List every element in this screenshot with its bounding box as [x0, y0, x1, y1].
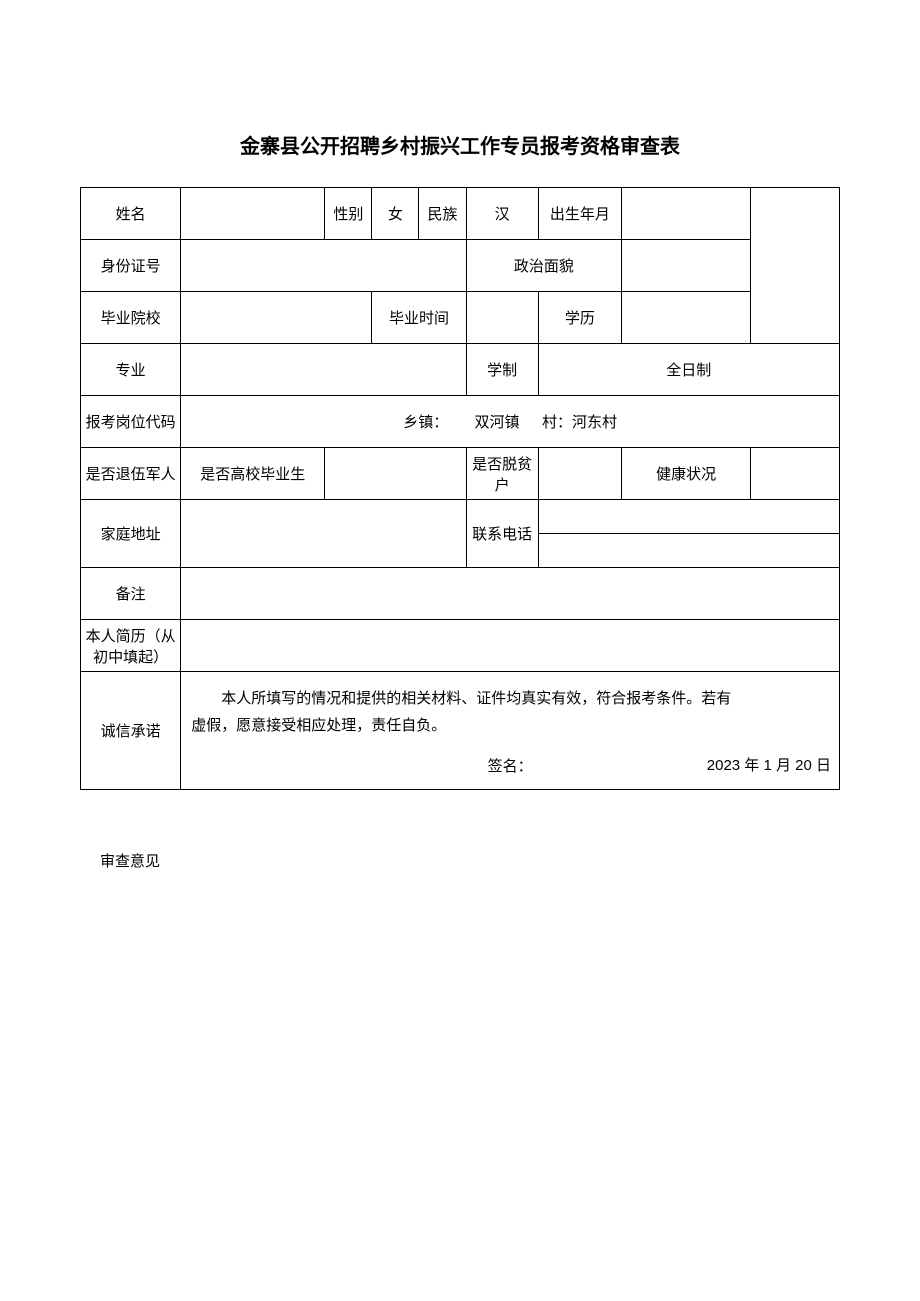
value-id-no	[181, 240, 466, 292]
pledge-content: 本人所填写的情况和提供的相关材料、证件均真实有效，符合报考条件。若有 虚假，愿意…	[181, 672, 840, 790]
label-pledge: 诚信承诺	[81, 672, 181, 790]
application-form-table: 姓名 性别 女 民族 汉 出生年月 身份证号 政治面貌 毕业院校 毕业时间 学历	[80, 187, 840, 790]
value-schooling-system: 全日制	[538, 344, 839, 396]
label-major: 专业	[81, 344, 181, 396]
post-village-label: 村：	[542, 415, 572, 431]
label-dob: 出生年月	[538, 188, 621, 240]
label-education: 学历	[538, 292, 621, 344]
value-major	[181, 344, 466, 396]
pledge-text-line2: 虚假，愿意接受相应处理，责任自负。	[191, 713, 829, 740]
value-political	[622, 240, 751, 292]
form-title: 金寨县公开招聘乡村振兴工作专员报考资格审查表	[80, 130, 840, 159]
value-bio	[181, 620, 840, 672]
value-post-code: 乡镇： 双河镇 村：河东村	[181, 396, 840, 448]
value-grad-time	[466, 292, 538, 344]
label-remark: 备注	[81, 568, 181, 620]
label-post-code: 报考岗位代码	[81, 396, 181, 448]
label-schooling-system: 学制	[466, 344, 538, 396]
pledge-text-line1: 本人所填写的情况和提供的相关材料、证件均真实有效，符合报考条件。若有	[221, 691, 731, 707]
photo-cell	[751, 188, 840, 344]
label-ethnicity: 民族	[419, 188, 466, 240]
value-dob	[622, 188, 751, 240]
label-gender: 性别	[325, 188, 372, 240]
label-review: 审查意见	[100, 850, 840, 871]
label-veteran: 是否退伍军人	[81, 448, 181, 500]
label-id-no: 身份证号	[81, 240, 181, 292]
value-gender: 女	[372, 188, 419, 240]
label-health: 健康状况	[622, 448, 751, 500]
label-school: 毕业院校	[81, 292, 181, 344]
label-phone: 联系电话	[466, 500, 538, 568]
value-address	[181, 500, 466, 568]
post-township-value: 双河镇	[474, 415, 519, 431]
value-name	[181, 188, 325, 240]
value-education	[622, 292, 751, 344]
value-phone-1	[538, 500, 839, 534]
label-address: 家庭地址	[81, 500, 181, 568]
value-poverty	[538, 448, 621, 500]
post-village-value: 河东村	[572, 415, 617, 431]
pledge-date: 2023 年 1 月 20 日	[707, 752, 831, 779]
value-ethnicity: 汉	[466, 188, 538, 240]
label-political: 政治面貌	[466, 240, 622, 292]
value-health	[751, 448, 840, 500]
label-name: 姓名	[81, 188, 181, 240]
label-grad-time: 毕业时间	[372, 292, 466, 344]
value-phone-2	[538, 534, 839, 568]
label-poverty: 是否脱贫户	[466, 448, 538, 500]
value-remark	[181, 568, 840, 620]
label-bio: 本人简历（从初中填起）	[81, 620, 181, 672]
value-school	[181, 292, 372, 344]
post-township-label: 乡镇：	[403, 415, 448, 431]
value-graduate	[325, 448, 466, 500]
label-graduate: 是否高校毕业生	[181, 448, 325, 500]
